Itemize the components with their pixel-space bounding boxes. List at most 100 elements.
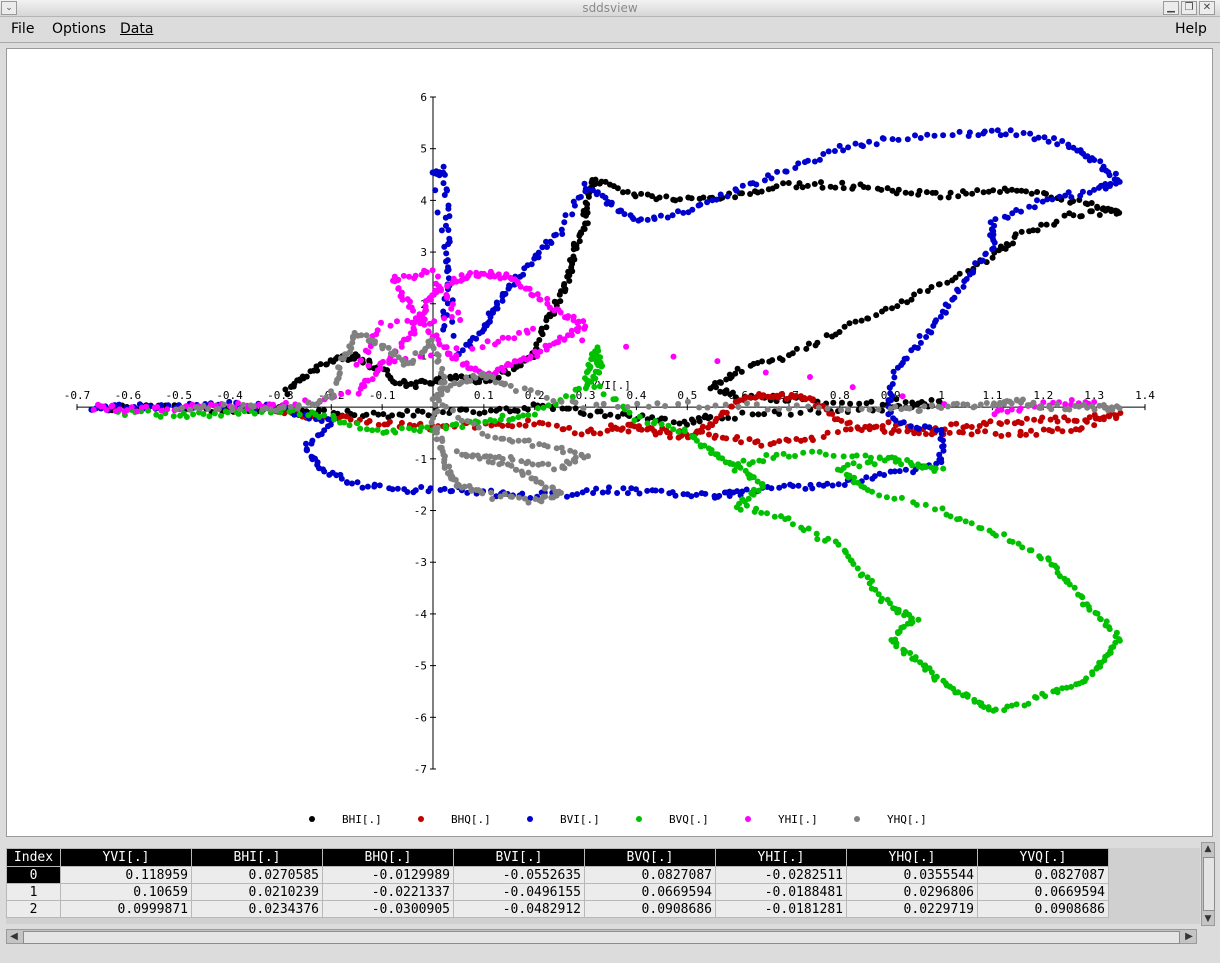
data-point xyxy=(406,273,412,280)
column-header[interactable]: BVI[.] xyxy=(453,848,585,867)
table-cell[interactable]: 0.0270585 xyxy=(191,866,323,884)
table-cell[interactable]: 0.0296806 xyxy=(846,883,978,901)
scroll-down-arrow-icon[interactable]: ▼ xyxy=(1204,914,1212,924)
data-point xyxy=(235,410,242,417)
data-point xyxy=(989,254,996,261)
menu-file[interactable]: File xyxy=(11,21,35,37)
data-point xyxy=(529,443,536,449)
table-row[interactable]: 1 0.10659 0.0210239 -0.0221337 -0.0496155 0.0… xyxy=(6,883,1109,901)
window-menu-button[interactable]: ⌄ xyxy=(1,1,17,15)
data-point xyxy=(628,485,635,492)
data-point xyxy=(365,362,372,369)
data-point xyxy=(809,448,816,455)
horizontal-scrollbar[interactable]: ◀ ▶ xyxy=(6,929,1197,944)
data-point xyxy=(479,490,486,497)
row-index-cell[interactable]: 1 xyxy=(6,883,61,901)
table-cell[interactable]: -0.0300905 xyxy=(322,900,454,918)
table-cell[interactable]: 0.0908686 xyxy=(977,900,1109,918)
table-cell[interactable]: -0.0496155 xyxy=(453,883,585,901)
row-index-cell[interactable]: 2 xyxy=(6,900,61,918)
table-cell[interactable]: -0.0552635 xyxy=(453,866,585,884)
table-cell[interactable]: 0.0669594 xyxy=(584,883,716,901)
plot-canvas[interactable]: -0.7-0.6-0.5-0.4-0.3-0.2-0.10.10.20.30.4… xyxy=(6,48,1213,837)
column-header[interactable]: BHQ[.] xyxy=(322,848,454,867)
data-point xyxy=(728,403,735,410)
data-point xyxy=(990,402,997,409)
data-point xyxy=(453,345,460,352)
vertical-scroll-thumb[interactable] xyxy=(1203,857,1215,911)
table-cell[interactable]: -0.0282511 xyxy=(715,866,847,884)
data-point xyxy=(940,132,947,139)
table-cell[interactable]: 0.0355544 xyxy=(846,866,978,884)
table-row[interactable]: 2 0.0999871 0.0234376 -0.0300905 -0.0482912 0… xyxy=(6,900,1109,918)
table-cell[interactable]: 0.0229719 xyxy=(846,900,978,918)
data-point xyxy=(1086,414,1093,421)
menu-bar: File Options Data Help xyxy=(0,17,1220,43)
table-cell[interactable]: -0.0188481 xyxy=(715,883,847,901)
horizontal-scroll-thumb[interactable] xyxy=(23,931,1180,944)
data-point xyxy=(531,411,538,418)
close-button[interactable]: ✕ xyxy=(1199,1,1215,15)
menu-data[interactable]: Data xyxy=(120,21,154,37)
data-point xyxy=(663,193,670,200)
table-cell[interactable]: 0.118959 xyxy=(60,866,192,884)
scroll-left-arrow-icon[interactable]: ◀ xyxy=(10,931,18,942)
data-point xyxy=(782,168,789,175)
data-point xyxy=(902,399,909,406)
data-point xyxy=(434,209,441,216)
data-point xyxy=(915,400,922,407)
minimize-button[interactable]: ▁ xyxy=(1163,1,1179,15)
column-header[interactable]: BVQ[.] xyxy=(584,848,716,867)
data-point xyxy=(1030,399,1037,406)
data-point xyxy=(545,402,552,409)
data-point xyxy=(793,402,800,409)
data-point xyxy=(889,305,895,312)
data-point xyxy=(972,260,979,267)
data-point xyxy=(541,442,548,449)
data-point xyxy=(644,426,651,433)
column-header[interactable]: YHI[.] xyxy=(715,848,847,867)
table-cell[interactable]: -0.0482912 xyxy=(453,900,585,918)
data-point xyxy=(553,422,560,429)
menu-help[interactable]: Help xyxy=(1175,21,1207,37)
data-point xyxy=(1017,432,1024,439)
column-header[interactable]: YVI[.] xyxy=(60,848,192,867)
data-point xyxy=(852,140,859,147)
table-cell[interactable]: -0.0221337 xyxy=(322,883,454,901)
row-index-cell[interactable]: 0 xyxy=(6,866,61,884)
data-point xyxy=(517,362,524,369)
table-cell[interactable]: 0.0827087 xyxy=(584,866,716,884)
table-row[interactable]: 0 0.118959 0.0270585 -0.0129989 -0.0552635 0.… xyxy=(6,866,1109,884)
scroll-right-arrow-icon[interactable]: ▶ xyxy=(1185,931,1193,942)
column-header[interactable]: YVQ[.] xyxy=(977,848,1109,867)
table-cell[interactable]: -0.0181281 xyxy=(715,900,847,918)
table-cell[interactable]: -0.0129989 xyxy=(322,866,454,884)
data-point xyxy=(446,463,453,470)
vertical-scrollbar[interactable]: ▲ ▼ xyxy=(1201,842,1215,926)
data-point xyxy=(559,231,566,237)
maximize-button[interactable]: ❐ xyxy=(1181,1,1197,15)
table-cell[interactable]: 0.10659 xyxy=(60,883,192,901)
table-cell[interactable]: 0.0827087 xyxy=(977,866,1109,884)
table-cell[interactable]: 0.0669594 xyxy=(977,883,1109,901)
menu-options[interactable]: Options xyxy=(52,21,107,37)
scroll-up-arrow-icon[interactable]: ▲ xyxy=(1204,844,1212,854)
data-point xyxy=(341,419,348,426)
table-cell[interactable]: 0.0234376 xyxy=(191,900,323,918)
table-cell[interactable]: 0.0999871 xyxy=(60,900,192,918)
data-point xyxy=(922,423,928,430)
data-point xyxy=(766,358,773,365)
column-header[interactable]: BHI[.] xyxy=(191,848,323,867)
data-point xyxy=(863,474,870,481)
data-point xyxy=(592,176,599,183)
data-point xyxy=(361,383,368,390)
data-point xyxy=(571,202,578,209)
data-point xyxy=(755,411,762,418)
table-cell[interactable]: 0.0210239 xyxy=(191,883,323,901)
data-point xyxy=(543,394,550,401)
data-point xyxy=(1089,671,1096,678)
column-header[interactable]: Index xyxy=(6,848,61,867)
data-point xyxy=(702,490,709,497)
table-cell[interactable]: 0.0908686 xyxy=(584,900,716,918)
column-header[interactable]: YHQ[.] xyxy=(846,848,978,867)
